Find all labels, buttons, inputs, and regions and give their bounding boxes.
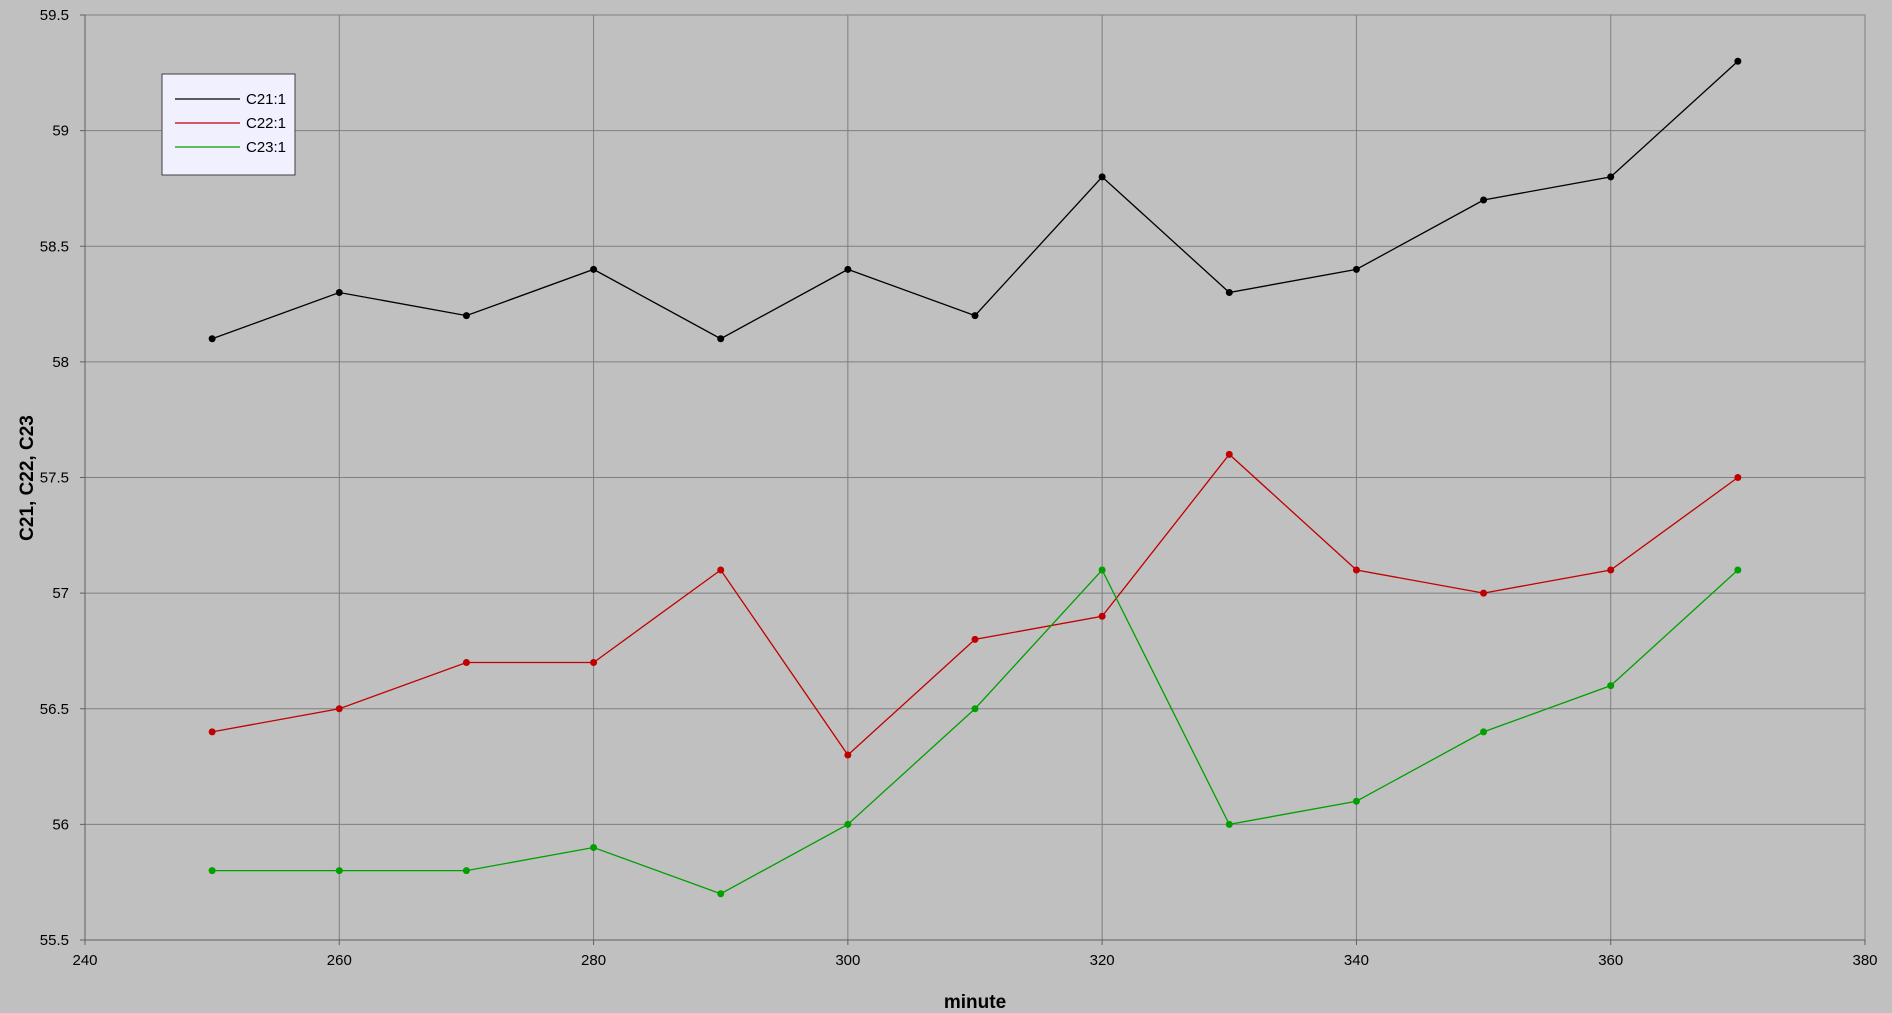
x-tick-label: 240 [72, 952, 97, 969]
x-tick-label: 280 [581, 952, 606, 969]
data-point-series-3 [1607, 682, 1615, 690]
x-tick-label: 300 [835, 952, 860, 969]
y-tick-label: 57.5 [40, 470, 69, 487]
data-point-series-2 [1480, 589, 1488, 597]
data-point-series-3 [462, 867, 470, 875]
data-point-series-2 [208, 728, 216, 736]
data-point-series-3 [1352, 797, 1360, 805]
y-tick-label: 58 [52, 354, 69, 371]
data-point-series-3 [208, 867, 216, 875]
data-point-series-2 [971, 635, 979, 643]
data-point-series-2 [1352, 566, 1360, 574]
data-point-series-2 [844, 751, 852, 759]
data-point-series-1 [971, 312, 979, 320]
y-tick-label: 56.5 [40, 701, 69, 718]
x-tick-label: 260 [327, 952, 352, 969]
data-point-series-3 [335, 867, 343, 875]
data-point-series-3 [1480, 728, 1488, 736]
legend-label-2: C22:1 [246, 115, 286, 132]
data-point-series-1 [844, 265, 852, 273]
y-tick-label: 55.5 [40, 932, 69, 949]
data-point-series-2 [1607, 566, 1615, 574]
y-tick-label: 59.5 [40, 7, 69, 24]
data-point-series-2 [335, 705, 343, 713]
data-point-series-2 [590, 659, 598, 666]
axes [84, 15, 1865, 941]
legend-label-1: C21:1 [246, 91, 286, 108]
data-point-series-1 [1480, 196, 1488, 204]
data-point-series-1 [1225, 289, 1233, 296]
data-point-series-1 [590, 265, 598, 273]
y-tick-label: 57 [52, 585, 69, 602]
data-point-series-3 [1734, 566, 1742, 574]
x-tick-label: 380 [1852, 952, 1877, 969]
y-tick-label: 56 [52, 816, 69, 833]
data-point-series-3 [1098, 566, 1106, 574]
data-point-series-3 [590, 844, 598, 851]
data-point-series-2 [1225, 450, 1233, 458]
data-point-series-2 [1098, 612, 1106, 620]
data-point-series-1 [1607, 173, 1615, 181]
data-point-series-3 [717, 890, 725, 898]
data-point-series-3 [1225, 820, 1233, 828]
x-axis-title: minute [944, 992, 1006, 1013]
y-tick-label: 59 [52, 123, 69, 140]
y-axis-title: C21, C22, C23 [17, 415, 38, 541]
data-point-series-1 [335, 289, 343, 296]
data-point-series-3 [971, 705, 979, 713]
legend: C21:1 C22:1 C23:1 [161, 73, 296, 176]
data-point-series-1 [462, 312, 470, 320]
data-point-series-2 [462, 659, 470, 666]
legend-label-3: C23:1 [246, 139, 286, 156]
data-point-series-1 [1734, 57, 1742, 65]
x-tick-label: 340 [1344, 952, 1369, 969]
data-point-series-3 [844, 820, 852, 828]
tick-labels: 240 260 280 300 320 340 360 380 55.5 56 56.5 57 57.5… [40, 7, 1878, 969]
data-point-series-2 [1734, 474, 1742, 481]
data-point-series-1 [717, 335, 725, 343]
x-tick-label: 360 [1598, 952, 1623, 969]
data-point-series-1 [1352, 265, 1360, 273]
data-point-series-1 [1098, 173, 1106, 181]
legend-entries: C21:1 C22:1 C23:1 [175, 91, 286, 156]
data-point-series-1 [208, 335, 216, 343]
x-tick-label: 320 [1090, 952, 1115, 969]
y-tick-label: 58.5 [40, 238, 69, 255]
data-point-series-2 [717, 566, 725, 574]
data-points [208, 57, 1742, 898]
legend-box [161, 73, 296, 176]
